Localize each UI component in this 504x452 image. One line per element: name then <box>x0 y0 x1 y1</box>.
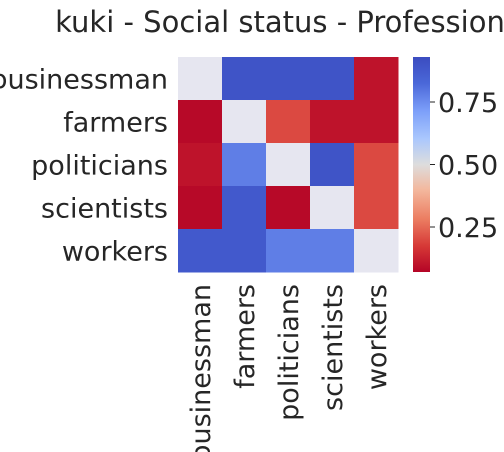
column-tick-labels: businessman farmers politicians scientists w… <box>186 284 393 452</box>
heatmap-cell <box>266 143 311 187</box>
heatmap-cell <box>178 100 223 144</box>
column-tick-label: farmers <box>230 284 261 389</box>
row-tick-label: workers <box>62 237 168 268</box>
heatmap-cell <box>178 143 223 187</box>
heatmap-cell <box>310 57 355 101</box>
heatmap-cell <box>266 57 311 101</box>
row-tick-label: businessman <box>0 65 168 96</box>
heatmap-cell <box>310 186 355 230</box>
heatmap-cell <box>310 229 355 273</box>
heatmap-cell <box>266 229 311 273</box>
heatmap-cell <box>222 100 267 144</box>
column-tick-label: politicians <box>274 284 305 421</box>
row-tick-labels: businessman farmers politicians scientists w… <box>0 65 168 268</box>
heatmap-cell <box>178 186 223 230</box>
heatmap-cell <box>178 229 223 273</box>
colorbar-tick-label: 0.25 <box>438 213 498 244</box>
column-tick-label: businessman <box>186 284 217 452</box>
colorbar-tick-label: 0.50 <box>438 151 498 182</box>
chart-title: kuki - Social status - Profession <box>55 5 504 39</box>
colorbar: 0.25 0.50 0.75 <box>413 57 498 272</box>
heatmap-cell <box>222 57 267 101</box>
heatmap-cell <box>354 100 399 144</box>
heatmap-cells <box>178 57 399 273</box>
heatmap-cell <box>354 57 399 101</box>
row-tick-label: scientists <box>41 194 168 225</box>
column-tick-label: workers <box>362 284 393 390</box>
colorbar-gradient <box>413 57 430 272</box>
column-tick-label: scientists <box>318 284 349 411</box>
heatmap-cell <box>222 229 267 273</box>
heatmap-cell <box>266 186 311 230</box>
row-tick-label: farmers <box>63 108 168 139</box>
heatmap-cell <box>266 100 311 144</box>
heatmap-cell <box>222 186 267 230</box>
heatmap-cell <box>310 100 355 144</box>
heatmap-cell <box>178 57 223 101</box>
heatmap-cell <box>222 143 267 187</box>
heatmap-cell <box>354 143 399 187</box>
heatmap-cell <box>310 143 355 187</box>
row-tick-label: politicians <box>31 151 168 182</box>
heatmap-cell <box>354 229 399 273</box>
heatmap-cell <box>354 186 399 230</box>
colorbar-tick-label: 0.75 <box>438 88 498 119</box>
